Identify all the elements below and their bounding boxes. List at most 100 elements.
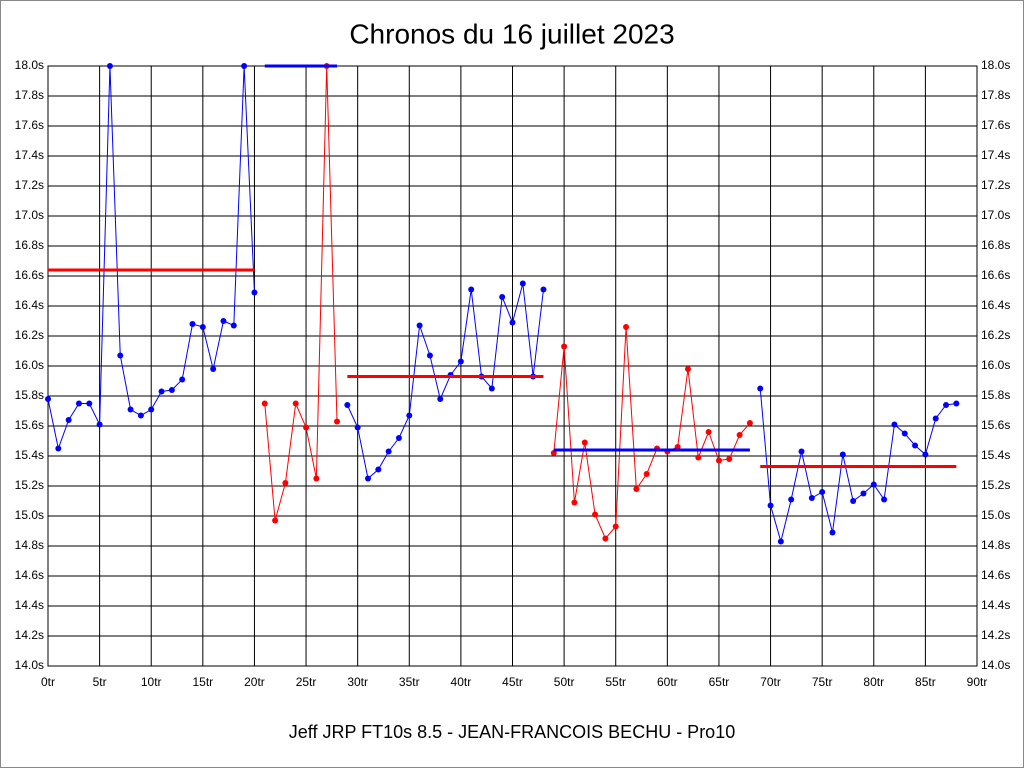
data-point — [839, 451, 846, 458]
data-point — [519, 280, 526, 287]
y2-tick-label: 17.8s — [981, 88, 1010, 102]
data-point — [75, 400, 82, 407]
data-point — [953, 400, 960, 407]
data-point — [623, 324, 630, 330]
x-tick-label: 35tr — [399, 675, 420, 689]
y2-tick-label: 14.0s — [981, 658, 1010, 672]
data-point — [684, 366, 691, 372]
y-tick-label: 14.0s — [15, 658, 44, 672]
y-tick-label: 15.0s — [15, 508, 44, 522]
data-point — [106, 63, 113, 69]
data-point — [912, 442, 919, 449]
x-tick-label: 15tr — [192, 675, 213, 689]
series-line — [264, 65, 338, 521]
data-point — [746, 420, 753, 426]
data-point — [932, 415, 939, 422]
data-point — [395, 435, 402, 441]
y-tick-label: 16.4s — [15, 298, 44, 312]
data-point — [901, 430, 908, 437]
y2-tick-label: 18.0s — [981, 58, 1010, 72]
y-tick-label: 18.0s — [15, 58, 44, 72]
y2-tick-label: 15.8s — [981, 388, 1010, 402]
data-point — [303, 424, 310, 431]
data-point — [385, 448, 392, 455]
data-point — [612, 523, 619, 530]
data-point — [334, 418, 341, 425]
data-point — [757, 385, 764, 392]
data-point — [179, 376, 186, 383]
data-point — [798, 448, 805, 455]
data-point — [45, 396, 51, 402]
data-point — [364, 475, 371, 482]
x-tick-label: 55tr — [605, 675, 626, 689]
x-tick-label: 10tr — [141, 675, 162, 689]
data-point — [230, 322, 237, 329]
y2-tick-label: 15.2s — [981, 478, 1010, 492]
x-tick-label: 20tr — [244, 675, 265, 689]
series-line — [346, 283, 544, 480]
x-tick-label: 0tr — [41, 675, 55, 689]
data-point — [313, 475, 320, 482]
y-tick-label: 14.4s — [15, 598, 44, 612]
data-point — [210, 366, 217, 372]
y2-tick-label: 17.4s — [981, 148, 1010, 162]
data-point — [829, 529, 836, 536]
data-point — [922, 451, 929, 458]
y-tick-label: 17.8s — [15, 88, 44, 102]
data-point — [416, 322, 423, 329]
data-point — [457, 358, 464, 365]
data-point — [633, 486, 640, 492]
data-point — [65, 417, 72, 423]
y-tick-label: 14.8s — [15, 538, 44, 552]
data-point — [375, 466, 382, 473]
y-tick-label: 15.4s — [15, 448, 44, 462]
y2-tick-label: 17.0s — [981, 208, 1010, 222]
y2-tick-label: 14.6s — [981, 568, 1010, 582]
y-tick-label: 17.4s — [15, 148, 44, 162]
y-tick-label: 17.2s — [15, 178, 44, 192]
data-point — [602, 535, 609, 542]
y2-tick-label: 16.2s — [981, 328, 1010, 342]
data-point — [127, 406, 134, 413]
y2-tick-label: 17.6s — [981, 118, 1010, 132]
y-tick-label: 17.0s — [15, 208, 44, 222]
data-point — [860, 490, 867, 497]
y2-tick-label: 14.4s — [981, 598, 1010, 612]
y-tick-label: 17.6s — [15, 118, 44, 132]
x-tick-label: 80tr — [863, 675, 884, 689]
data-point — [220, 318, 227, 324]
data-point — [788, 496, 795, 503]
data-point — [344, 402, 351, 408]
y-tick-label: 16.6s — [15, 268, 44, 282]
data-point — [468, 286, 475, 293]
y-tick-label: 15.8s — [15, 388, 44, 402]
data-point — [406, 412, 413, 419]
data-point — [158, 388, 165, 395]
series-line — [553, 326, 751, 540]
x-tick-label: 90tr — [967, 675, 988, 689]
y2-tick-label: 14.2s — [981, 628, 1010, 642]
x-tick-label: 65tr — [709, 675, 730, 689]
y2-tick-label: 16.6s — [981, 268, 1010, 282]
data-point — [643, 471, 650, 477]
x-tick-label: 85tr — [915, 675, 936, 689]
data-point — [96, 421, 103, 428]
data-point — [426, 352, 433, 359]
data-point — [241, 63, 248, 69]
data-point — [168, 387, 175, 393]
data-point — [705, 429, 712, 435]
x-tick-label: 40tr — [451, 675, 472, 689]
y2-tick-label: 16.4s — [981, 298, 1010, 312]
y2-tick-label: 14.8s — [981, 538, 1010, 552]
data-point — [592, 511, 599, 518]
x-axis-label: Jeff JRP FT10s 8.5 - JEAN-FRANCOIS BECHU… — [289, 722, 735, 742]
x-tick-label: 75tr — [812, 675, 833, 689]
data-point — [561, 343, 568, 350]
data-point — [850, 498, 857, 504]
data-point — [148, 406, 155, 413]
data-point — [499, 294, 506, 300]
data-point — [870, 481, 877, 488]
data-point — [282, 480, 289, 486]
data-point — [292, 400, 299, 407]
